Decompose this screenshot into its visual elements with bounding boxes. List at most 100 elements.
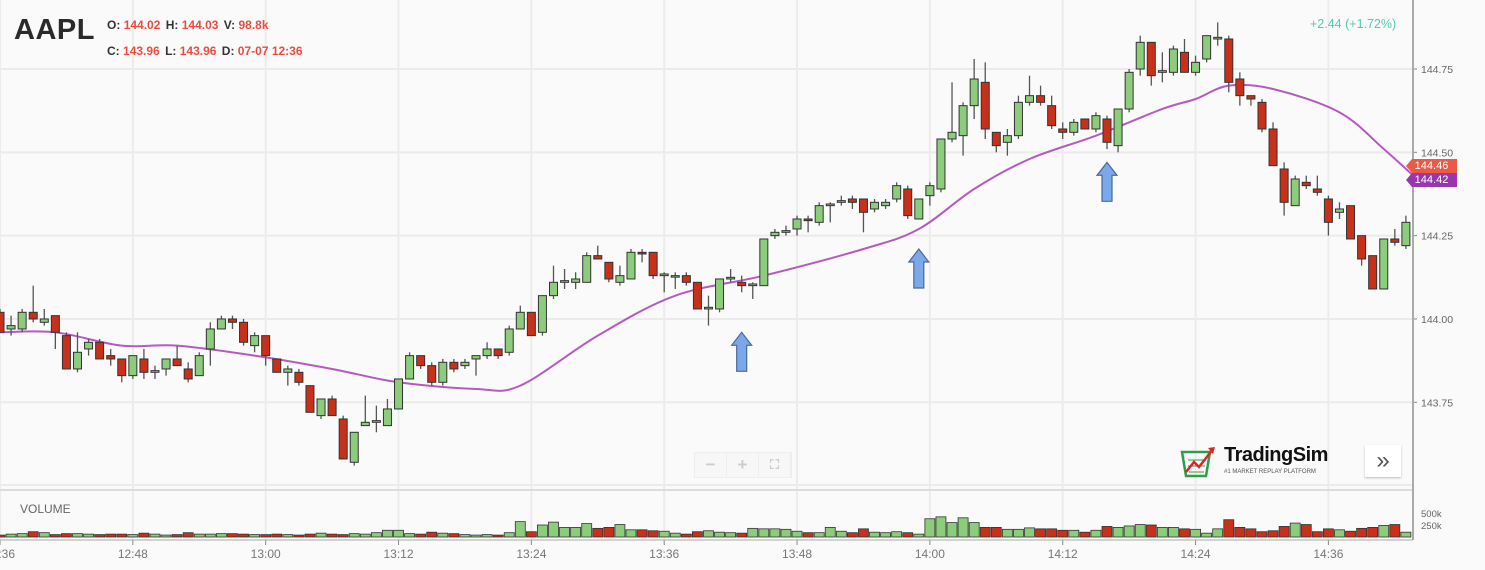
volume-bar (703, 530, 714, 538)
volume-bar (1068, 529, 1080, 538)
volume-bar (249, 534, 261, 538)
volume-bar (0, 534, 6, 538)
ohlc-row-1: O: 144.02 H: 144.03 V: 98.8k (107, 18, 271, 32)
volume-bar (1300, 524, 1312, 538)
candle-up (405, 355, 415, 380)
candle-up (947, 131, 957, 140)
volume-bar (337, 534, 349, 538)
candle-down (604, 261, 614, 280)
volume-bar (1311, 531, 1323, 538)
volume-bar (204, 533, 216, 538)
volume-bar (1046, 528, 1058, 538)
tradingsim-logo: TradingSim #1 MARKET REPLAY PLATFORM (1180, 444, 1340, 478)
scroll-to-latest-button[interactable]: » (1365, 445, 1401, 477)
volume-bar (846, 532, 858, 538)
signal-arrows (730, 161, 1119, 372)
volume-bar (83, 533, 94, 538)
volume-bar (946, 522, 958, 538)
volume-bar (348, 533, 360, 538)
volume-bar (570, 527, 582, 538)
candle-up (84, 341, 94, 350)
y-tick-label: 144.25 (1421, 231, 1453, 243)
candle-up (1069, 121, 1079, 133)
volume-bar (282, 534, 294, 538)
volume-bar (692, 531, 703, 538)
candle-down (272, 358, 282, 373)
volume-bar (525, 531, 537, 538)
candle-up (571, 278, 581, 283)
volume-bar (625, 529, 637, 538)
x-tick-label: 14:36 (1313, 547, 1343, 561)
candle-up (825, 203, 835, 207)
volume-bar (581, 523, 593, 538)
volume-bar (1345, 530, 1356, 538)
volume-bar (1168, 527, 1179, 538)
volume-bar (16, 533, 28, 538)
candle-up (969, 78, 979, 107)
candle-down (1246, 95, 1256, 100)
ma-price-tag: 144.42 (1406, 173, 1457, 187)
volume-bar (1234, 527, 1246, 538)
candle-down (239, 321, 249, 343)
candle-down (1323, 198, 1333, 223)
volume-bar (647, 530, 659, 538)
candle-up (670, 275, 680, 278)
candle-down (1047, 105, 1057, 127)
volume-bar (791, 530, 803, 538)
candle-down (681, 275, 691, 283)
candle-up (659, 273, 669, 277)
up-arrow-icon (1095, 161, 1119, 202)
volume-bar (1267, 530, 1279, 538)
x-tick-label: 14:24 (1181, 547, 1211, 561)
volume-bar (149, 533, 161, 538)
volume-bar (680, 533, 692, 538)
date-value: 07-07 12:36 (237, 44, 303, 58)
volume-bar (1356, 527, 1368, 538)
candle-up (6, 325, 16, 330)
candle-up (1202, 35, 1212, 60)
volume-bar (437, 532, 449, 538)
candle-up (726, 276, 736, 280)
candle-down (117, 358, 127, 377)
open-value: 144.02 (123, 18, 161, 32)
zoom-in-button[interactable]: + (727, 453, 759, 477)
candle-down (327, 398, 337, 417)
candle-up (394, 378, 404, 410)
candle-up (549, 281, 558, 297)
open-label: O: (107, 18, 121, 32)
candle-down (1279, 168, 1289, 203)
volume-bar (415, 533, 427, 538)
candle-up (283, 368, 293, 373)
volume-bar (271, 533, 283, 538)
candle-down (1179, 51, 1189, 73)
candle-up (914, 198, 924, 220)
zoom-out-button[interactable]: − (695, 453, 727, 477)
volume-bar (813, 532, 825, 538)
volume-value: 98.8k (238, 18, 269, 32)
volume-bar (592, 527, 604, 538)
candle-up (770, 231, 780, 237)
volume-bar (326, 533, 338, 538)
x-tick-label: 13:12 (384, 547, 414, 561)
y-tick-label: 144.50 (1421, 147, 1453, 159)
volume-bar (138, 532, 150, 538)
fullscreen-button[interactable]: ⛶ (759, 453, 791, 477)
volume-bar (470, 534, 482, 538)
candle-up (626, 251, 636, 280)
volume-bar (1179, 528, 1190, 538)
candle-down (227, 318, 237, 323)
candle-up (360, 421, 370, 427)
axes: 144.75 144.50 144.25 144.00 143.75 12:36 12:48… (0, 0, 1453, 561)
volume-bar (5, 533, 17, 538)
logo-chart-icon (1180, 447, 1215, 478)
candle-up (216, 318, 226, 330)
volume-bar (1212, 528, 1224, 538)
candle-up (128, 355, 138, 377)
volume-bar (1156, 527, 1168, 538)
x-tick-label: 13:48 (782, 547, 812, 561)
volume-bar (780, 528, 792, 538)
volume-bar (1334, 529, 1345, 538)
x-tick-label: 13:00 (251, 547, 281, 561)
volume-bar (1278, 526, 1290, 538)
